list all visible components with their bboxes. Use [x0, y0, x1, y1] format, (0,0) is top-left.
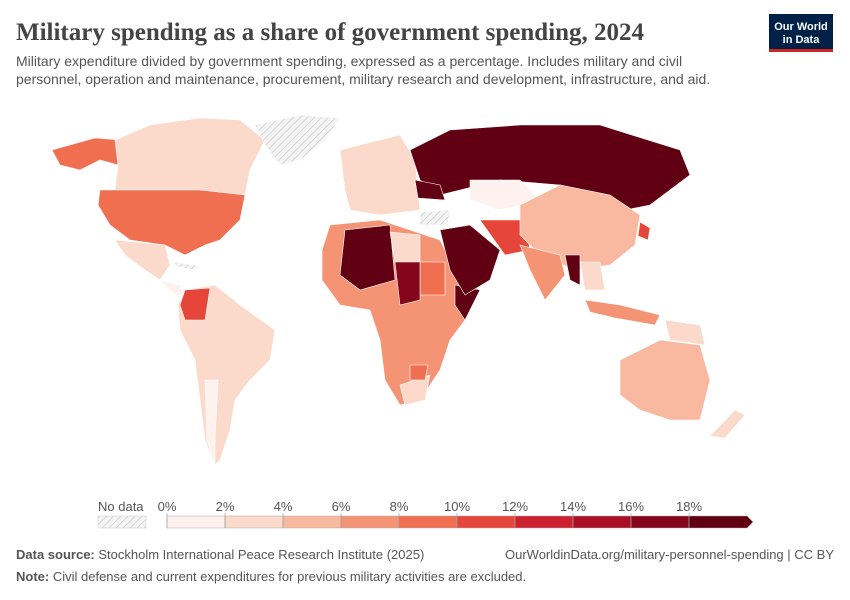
logo[interactable]: Our World in Data: [769, 14, 833, 52]
legend-tick-label: 8%: [390, 499, 409, 514]
legend-no-data[interactable]: [97, 515, 147, 529]
country[interactable]: [564, 254, 581, 286]
legend-bin[interactable]: [166, 515, 226, 529]
country[interactable]: [439, 224, 501, 296]
country[interactable]: [51, 137, 121, 171]
country[interactable]: [579, 261, 606, 291]
legend-tick-label: 4%: [274, 499, 293, 514]
note-text: Civil defense and current expenditures f…: [53, 569, 526, 584]
country[interactable]: [637, 221, 651, 241]
country[interactable]: [619, 339, 711, 421]
country[interactable]: [709, 409, 746, 439]
legend-bin[interactable]: [572, 515, 632, 529]
legend-bin[interactable]: [282, 515, 342, 529]
legend-bin[interactable]: [398, 515, 458, 529]
country[interactable]: [97, 189, 246, 256]
legend-tick-label: 14%: [560, 499, 586, 514]
country[interactable]: [114, 239, 171, 281]
country[interactable]: [204, 379, 219, 466]
title: Military spending as a share of governme…: [16, 19, 645, 46]
legend: 0% 2% 4% 6% 8% 10% 12% 14% 16% 18%: [158, 499, 754, 529]
subtitle: Military expenditure divided by governme…: [16, 53, 682, 69]
country[interactable]: [179, 287, 211, 321]
country[interactable]: [389, 231, 421, 263]
url[interactable]: OurWorldinData.org/military-personnel-sp…: [505, 547, 834, 562]
country[interactable]: [409, 364, 429, 381]
legend-bin[interactable]: [456, 515, 516, 529]
country[interactable]: [414, 179, 446, 201]
country[interactable]: [419, 261, 446, 296]
country[interactable]: [174, 261, 201, 271]
country[interactable]: [419, 209, 451, 226]
legend-bin[interactable]: [688, 515, 754, 529]
legend-tick-label: 6%: [332, 499, 351, 514]
legend-bin[interactable]: [630, 515, 690, 529]
map: [51, 114, 746, 466]
legend-tick-label: 18%: [676, 499, 702, 514]
source: Data source: Stockholm International Pea…: [16, 547, 424, 562]
country[interactable]: [254, 114, 341, 166]
logo-text: Our World: [774, 21, 828, 33]
legend-bin[interactable]: [514, 515, 574, 529]
country[interactable]: [584, 299, 661, 326]
logo-text: in Data: [783, 34, 821, 46]
legend-tick-label: 10%: [444, 499, 470, 514]
note: Note: Civil defense and current expendit…: [16, 569, 526, 584]
legend-tick-label: 12%: [502, 499, 528, 514]
subtitle: personnel, operation and maintenance, pr…: [16, 71, 710, 87]
country[interactable]: [159, 279, 186, 296]
country[interactable]: [519, 184, 641, 271]
note-label: Note:: [16, 569, 49, 584]
legend-no-data-label: No data: [98, 499, 144, 514]
legend-tick-label: 0%: [158, 499, 177, 514]
legend-bin[interactable]: [340, 515, 400, 529]
country[interactable]: [519, 244, 566, 301]
legend-tick-label: 2%: [216, 499, 235, 514]
country[interactable]: [177, 284, 276, 466]
source-text: Stockholm International Peace Research I…: [98, 547, 424, 562]
country[interactable]: [339, 224, 396, 291]
source-label: Data source:: [16, 547, 95, 562]
country[interactable]: [394, 261, 421, 306]
legend-tick-label: 16%: [618, 499, 644, 514]
country[interactable]: [114, 117, 266, 196]
legend-bin[interactable]: [224, 515, 284, 529]
country[interactable]: [339, 134, 421, 216]
country[interactable]: [664, 319, 706, 346]
